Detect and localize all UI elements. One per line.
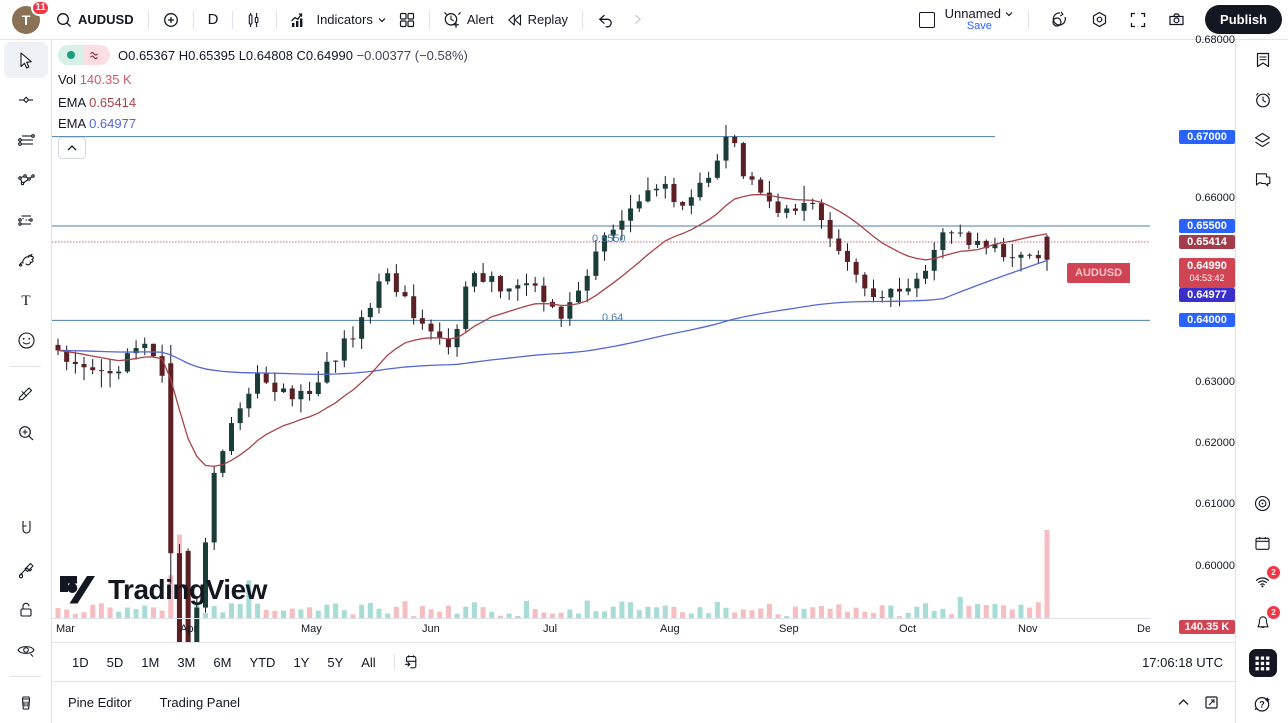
svg-text:?: ? [1259,699,1265,709]
svg-text:T: T [21,293,30,308]
